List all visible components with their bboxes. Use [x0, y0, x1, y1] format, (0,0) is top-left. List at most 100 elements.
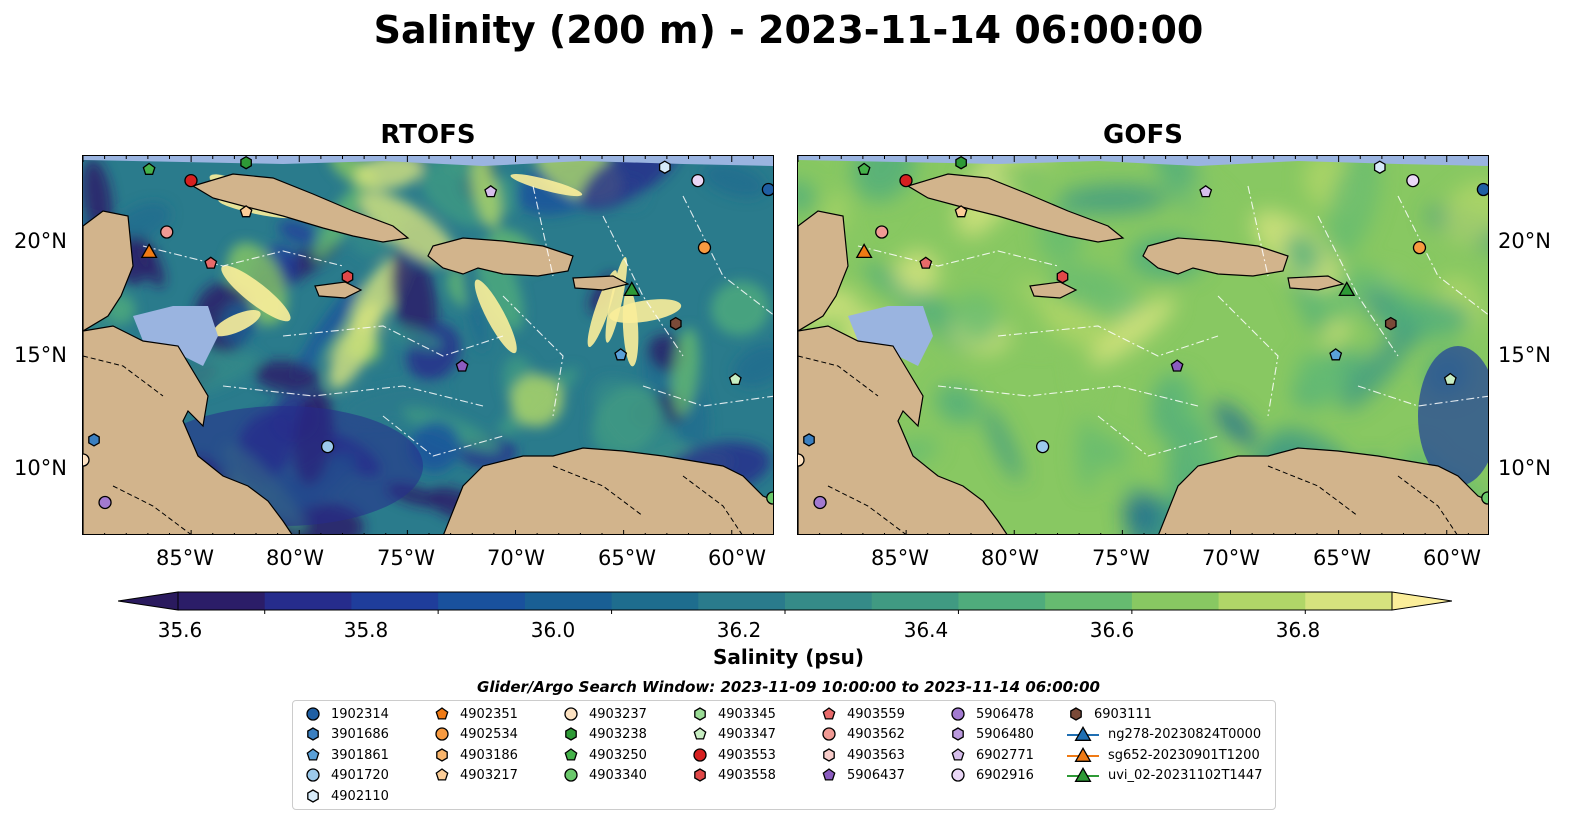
hexagon-marker-icon [694, 707, 706, 721]
colorbar-under-arrow [118, 591, 179, 611]
legend-label: 4902534 [460, 726, 518, 742]
legend-label: 4903559 [847, 706, 905, 722]
hexagon-marker-icon [436, 748, 448, 762]
observation-marker [855, 243, 873, 259]
colorbar-label: Salinity (psu) [712, 645, 864, 669]
legend-label: 4902110 [331, 788, 389, 804]
lon-label-65w: 65°W [598, 546, 656, 570]
colorbar-segment [524, 592, 613, 610]
colorbar-segment [1218, 592, 1306, 610]
observation-marker [88, 433, 100, 447]
pentagon-marker-icon [951, 748, 965, 761]
legend-label: 4903250 [589, 747, 647, 763]
triangle-line-marker-icon [1067, 725, 1099, 741]
lon-label-70w: 70°W [1202, 546, 1260, 570]
figure-title: Salinity (200 m) - 2023-11-14 06:00:00 [373, 8, 1204, 52]
triangle-icon [1074, 746, 1092, 762]
lat-label-15n-left: 15°N [14, 343, 67, 367]
legend-label: 5906478 [976, 706, 1034, 722]
pentagon-marker-icon [435, 707, 449, 720]
legend-item: 6902771 [948, 745, 1034, 765]
legend-item: 4903347 [690, 724, 776, 744]
colorbar-segment [178, 592, 266, 610]
pentagon-marker-icon [693, 727, 707, 740]
colorbar-tick: 36.4 [903, 618, 949, 642]
observation-marker [919, 256, 933, 269]
legend-item: 4902110 [303, 786, 389, 806]
lon-label-80w: 80°W [266, 546, 324, 570]
triangle-icon [1074, 766, 1092, 782]
legend-item: 4903558 [690, 765, 776, 785]
observation-marker [160, 225, 174, 239]
colorbar-segment [264, 592, 352, 610]
observation-marker [955, 156, 967, 170]
legend-label: 4903347 [718, 726, 776, 742]
pentagon-icon [435, 707, 449, 720]
legend-item: 4901720 [303, 765, 389, 785]
lon-label-80w: 80°W [981, 546, 1039, 570]
observation-marker [1329, 348, 1343, 361]
legend-label: 5906437 [847, 767, 905, 783]
legend-item: 4902534 [432, 724, 518, 744]
observation-marker [1338, 281, 1356, 297]
lat-label-20n-right: 20°N [1498, 229, 1551, 253]
hexagon-icon [694, 707, 706, 721]
legend-item: 3901861 [303, 745, 389, 765]
colorbar-segment [785, 592, 873, 610]
circle-marker-icon [822, 727, 836, 741]
lon-label-75w: 75°W [1092, 546, 1150, 570]
observation-marker [1373, 160, 1386, 174]
map-panel-gofs[interactable] [797, 155, 1489, 535]
legend-item: sg652-20230901T1200 [1066, 745, 1260, 765]
legend-label: 4903345 [718, 706, 776, 722]
legend-item: 4903563 [819, 745, 905, 765]
circle-icon [951, 707, 965, 721]
lon-label-85w: 85°W [871, 546, 929, 570]
hexagon-marker-icon [307, 789, 319, 803]
map-panel-rtofs[interactable] [82, 155, 774, 535]
pentagon-icon [951, 748, 965, 761]
legend-item: 5906437 [819, 765, 905, 785]
circle-marker-icon [951, 707, 965, 721]
observation-marker [691, 173, 705, 188]
legend-item: 4903186 [432, 745, 518, 765]
triangle-icon [1074, 725, 1092, 741]
colorbar-segment [1131, 592, 1220, 610]
observation-marker [1481, 491, 1488, 505]
colorbar-tick: 35.6 [157, 618, 203, 642]
lon-label-60w: 60°W [1423, 546, 1481, 570]
circle-marker-icon [564, 707, 578, 721]
observation-marker [1384, 316, 1397, 331]
observation-marker [1199, 184, 1213, 198]
hexagon-icon [1070, 707, 1082, 721]
observation-marker [669, 316, 682, 331]
hexagon-icon [694, 768, 706, 782]
legend-item: 4903553 [690, 745, 776, 765]
colorbar-tick: 36.2 [716, 618, 762, 642]
triangle-line-marker-icon [1067, 746, 1099, 762]
circle-icon [951, 768, 965, 782]
legend-label: sg652-20230901T1200 [1108, 747, 1260, 763]
lat-label-10n-left: 10°N [14, 456, 67, 480]
search-window-text: Glider/Argo Search Window: 2023-11-09 10… [477, 678, 1100, 696]
pentagon-marker-icon [435, 768, 449, 781]
panel-title-rtofs: RTOFS [380, 120, 476, 150]
legend-label: 4901720 [331, 767, 389, 783]
hexagon-marker-icon [952, 727, 964, 741]
colorbar-segment [1305, 592, 1393, 610]
colorbar-segment [611, 592, 699, 610]
triangle-line-marker-icon [1067, 766, 1099, 782]
observation-marker [484, 184, 498, 198]
legend-label: 4903340 [589, 767, 647, 783]
observation-marker [623, 281, 641, 297]
observation-marker [320, 439, 335, 454]
observation-marker [798, 453, 805, 467]
hexagon-marker-icon [307, 727, 319, 741]
lat-label-20n-left: 20°N [14, 229, 67, 253]
observation-marker [766, 491, 773, 505]
observation-marker [1406, 173, 1420, 188]
observation-marker [875, 225, 889, 239]
observation-marker [142, 162, 156, 175]
observation-marker [184, 173, 198, 188]
legend-label: 3901861 [331, 747, 389, 763]
